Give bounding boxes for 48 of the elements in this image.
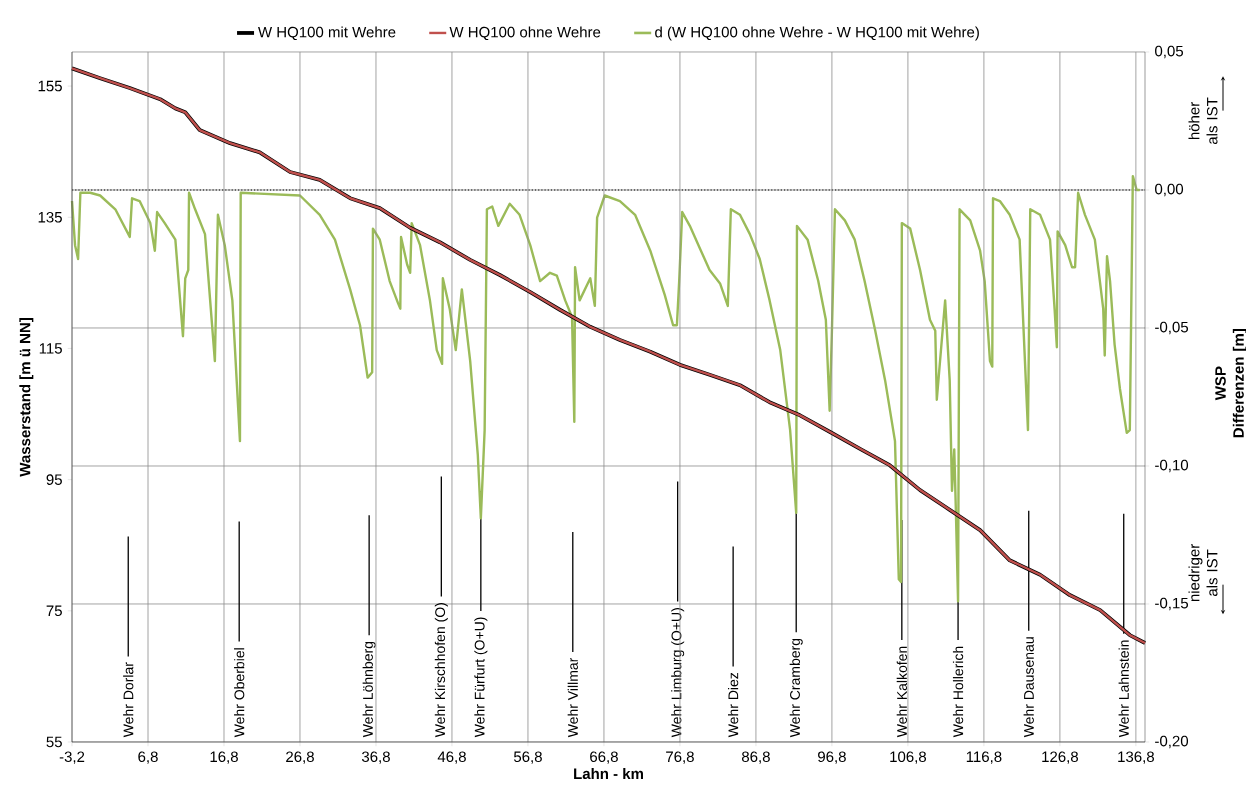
y2-axis-title: WSP Differenzen [m] <box>1215 329 1246 438</box>
ref-line-label: Wehr Dorlar <box>123 662 134 738</box>
x-axis-title: Lahn - km <box>574 768 643 780</box>
y2-tick-label: -0,05 <box>1155 321 1189 335</box>
ref-line-label: Wehr Fürfurt (O+U) <box>474 617 488 738</box>
x-tick-label: 126,8 <box>1042 751 1078 764</box>
y2-tick-label: -0,10 <box>1155 459 1189 473</box>
x-tick-label: 76,8 <box>666 751 694 764</box>
x-tick-label: 16,8 <box>210 751 238 764</box>
ref-line-label: Wehr Kalkofen <box>896 646 907 738</box>
y-tick-label: 115 <box>39 343 62 354</box>
ref-line-label: Wehr Oberbiel <box>234 648 245 738</box>
ref-line-label: Wehr Villmar <box>567 657 578 738</box>
y2-tick-label: -0,20 <box>1155 735 1189 749</box>
x-tick-label: 66,8 <box>590 751 618 764</box>
y-tick-label: 95 <box>46 474 62 485</box>
x-tick-label: 86,8 <box>741 751 770 764</box>
x-tick-label: -3,2 <box>59 751 85 764</box>
legend-label: W HQ100 mit Wehre <box>258 26 396 41</box>
y-tick-label: 135 <box>38 211 62 223</box>
legend-label: W HQ100 ohne Wehre <box>449 26 601 41</box>
y-axis-title: Wasserstand [m ü NN] <box>19 318 34 477</box>
x-tick-label: 56,8 <box>513 751 542 764</box>
ref-line-label: Wehr Kirschhofen (O) <box>434 603 448 738</box>
y2-tick-label: -0,15 <box>1155 597 1189 611</box>
ref-line-label: Wehr Limburg (O+U) <box>671 608 685 738</box>
x-tick-label: 46,8 <box>437 751 466 764</box>
x-tick-label: 6,8 <box>138 751 158 764</box>
x-tick-label: 96,8 <box>818 751 846 764</box>
y-tick-label: 155 <box>38 80 62 92</box>
ref-line-label: Wehr Diez <box>728 672 739 738</box>
ref-line-label: Wehr Lahnstein <box>1118 640 1129 738</box>
y-tick-label: 55 <box>46 736 62 748</box>
text: niedriger als IST <box>1188 544 1218 602</box>
ref-line-label: Wehr Löhnberg <box>362 641 376 738</box>
x-tick-label: 136,8 <box>1118 751 1154 764</box>
ref-line-label: Wehr Dausenau <box>1023 637 1034 738</box>
y2-tick-label: 0,05 <box>1155 45 1184 59</box>
legend-label: d (W HQ100 ohne Wehre - W HQ100 mit Wehre) <box>655 26 979 41</box>
ref-line-label: Wehr Hollerich <box>952 646 964 738</box>
x-tick-label: 116,8 <box>966 751 1002 764</box>
y-tick-label: 75 <box>46 605 62 617</box>
x-tick-label: 26,8 <box>286 751 314 764</box>
ref-line-label: Wehr Cramberg <box>789 638 803 738</box>
x-tick-label: 36,8 <box>361 751 390 764</box>
text: höher als IST <box>1188 97 1218 145</box>
y2-tick-label: 0,00 <box>1155 183 1184 197</box>
x-tick-label: 106,8 <box>890 751 927 764</box>
